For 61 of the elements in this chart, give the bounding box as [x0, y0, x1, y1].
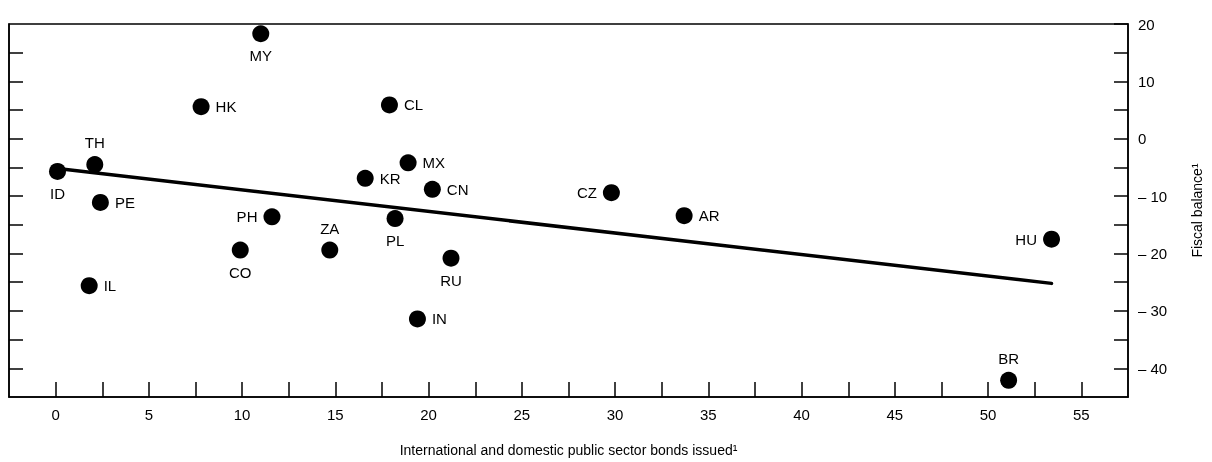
- data-label: TH: [84, 134, 105, 152]
- y-tick-label: – 40: [1138, 359, 1168, 377]
- data-label: ZA: [320, 219, 340, 237]
- y-tick-label: 0: [1138, 130, 1147, 148]
- x-tick-label: 55: [1073, 406, 1090, 423]
- data-label: HK: [215, 98, 237, 116]
- x-tick-label: 10: [233, 406, 251, 423]
- y-tick-label: – 30: [1138, 302, 1168, 320]
- data-label: RU: [440, 271, 462, 289]
- point: [602, 184, 620, 202]
- data-label: CN: [446, 180, 469, 198]
- point: [423, 180, 441, 198]
- point: [675, 207, 693, 225]
- x-tick-label: 40: [793, 406, 810, 423]
- x-tick-label: 50: [979, 406, 997, 423]
- y-tick-label: – 10: [1138, 187, 1168, 205]
- x-axis-title: International and domestic public sector bonds issued¹: [399, 442, 738, 458]
- point: [263, 208, 281, 226]
- point: [231, 241, 249, 259]
- data-label: PE: [114, 193, 135, 211]
- point: [386, 210, 404, 228]
- x-tick-label: 0: [51, 406, 60, 423]
- data-label: MY: [249, 47, 273, 65]
- x-tick-label: 20: [420, 406, 437, 423]
- data-label: CZ: [576, 184, 597, 202]
- data-label: IL: [103, 277, 117, 295]
- x-tick-label: 15: [327, 406, 344, 423]
- point: [91, 193, 109, 211]
- y-tick-label: – 20: [1138, 245, 1168, 263]
- point: [49, 162, 66, 180]
- point: [356, 169, 374, 187]
- point: [442, 249, 460, 267]
- point: [86, 156, 104, 174]
- data-label: PH: [236, 208, 258, 226]
- data-label: CL: [403, 96, 424, 114]
- data-label: AR: [698, 207, 720, 225]
- point: [408, 310, 426, 328]
- data-label: KR: [379, 169, 401, 187]
- point: [80, 277, 98, 295]
- data-label: HU: [1015, 230, 1038, 248]
- data-label: ID: [49, 184, 66, 202]
- point: [399, 154, 417, 172]
- data-label: IN: [431, 310, 447, 328]
- y-axis-title: Fiscal balance¹: [1189, 163, 1205, 258]
- y-tick-label: 10: [1138, 72, 1155, 90]
- data-label: MX: [422, 154, 446, 172]
- data-label: BR: [998, 349, 1020, 367]
- point: [380, 96, 398, 114]
- point: [192, 98, 210, 116]
- data-label: PL: [385, 232, 405, 250]
- x-tick-label: 5: [144, 406, 154, 423]
- point: [321, 241, 339, 259]
- point: [1043, 230, 1061, 248]
- x-tick-label: 25: [513, 406, 531, 423]
- x-tick-label: 30: [606, 406, 624, 423]
- data-label: CO: [229, 263, 252, 281]
- x-tick-label: 45: [886, 406, 904, 423]
- y-tick-label: 20: [1138, 15, 1155, 33]
- point: [252, 25, 270, 43]
- x-tick-label: 35: [700, 406, 717, 423]
- point: [1000, 371, 1018, 389]
